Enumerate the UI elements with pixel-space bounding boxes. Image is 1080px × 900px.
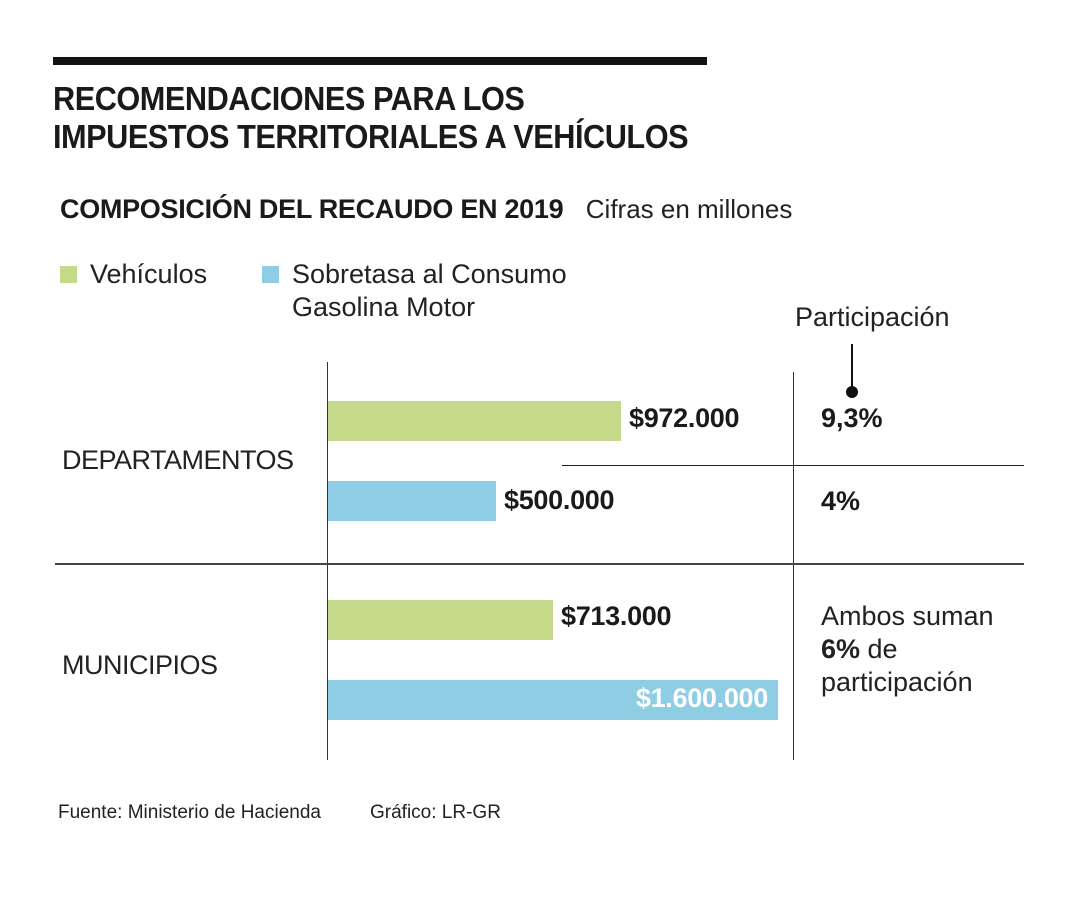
bar-municipios-vehiculos — [328, 600, 553, 640]
participation-heading: Participación — [795, 302, 950, 332]
legend-label: Vehículos — [90, 259, 208, 289]
category-label-departamentos: DEPARTAMENTOS — [62, 445, 294, 475]
value-label-municipios-vehiculos: $713.000 — [561, 601, 672, 631]
legend-item-vehiculos: Vehículos — [60, 258, 207, 291]
value-label-departamentos-sobretasa: $500.000 — [504, 485, 615, 515]
value-label-departamentos-vehiculos: $972.000 — [629, 403, 740, 433]
legend-label: Sobretasa al Consumo Gasolina Motor — [292, 258, 567, 324]
credit-note: Gráfico: LR-GR — [370, 802, 501, 823]
subtitle-row: COMPOSICIÓN DEL RECAUDO EN 2019 Cifras e… — [60, 194, 792, 225]
legend-label-line-1: Sobretasa al Consumo — [292, 259, 567, 289]
chart-title: RECOMENDACIONES PARA LOS IMPUESTOS TERRI… — [53, 80, 689, 156]
note-line-3: participación — [821, 667, 973, 697]
note-rest: de — [860, 634, 898, 664]
chart-subtitle: COMPOSICIÓN DEL RECAUDO EN 2019 — [60, 194, 564, 224]
participation-leader-dot — [846, 386, 858, 398]
value-label-municipios-sobretasa: $1.600.000 — [635, 683, 768, 713]
note-line-2: 6% de — [821, 633, 994, 666]
legend-item-sobretasa: Sobretasa al Consumo Gasolina Motor — [262, 258, 567, 324]
top-rule — [53, 57, 707, 65]
bar-axis — [327, 362, 328, 760]
title-line-1: RECOMENDACIONES PARA LOS — [53, 80, 525, 117]
participation-municipios-note: Ambos suman 6% de participación — [821, 600, 994, 699]
title-line-2: IMPUESTOS TERRITORIALES A VEHÍCULOS — [53, 118, 689, 155]
note-line-1: Ambos suman — [821, 601, 994, 631]
legend-swatch-vehiculos — [60, 266, 77, 283]
category-label-municipios: MUNICIPIOS — [62, 650, 218, 680]
bar-departamentos-sobretasa — [328, 481, 496, 521]
participation-departamentos-sobretasa: 4% — [821, 486, 861, 516]
legend-swatch-sobretasa — [262, 266, 279, 283]
participation-divider — [793, 372, 794, 760]
group-divider — [55, 563, 1024, 565]
participation-leader-line — [851, 344, 853, 388]
source-note: Fuente: Ministerio de Hacienda — [58, 802, 321, 823]
legend-label-line-2: Gasolina Motor — [292, 292, 476, 322]
note-bold-value: 6% — [821, 634, 861, 664]
units-note: Cifras en millones — [585, 194, 793, 224]
departamentos-row-divider — [562, 465, 1024, 466]
bar-municipios-sobretasa — [328, 680, 778, 720]
bar-departamentos-vehiculos — [328, 401, 621, 441]
participation-departamentos-vehiculos: 9,3% — [821, 403, 883, 433]
